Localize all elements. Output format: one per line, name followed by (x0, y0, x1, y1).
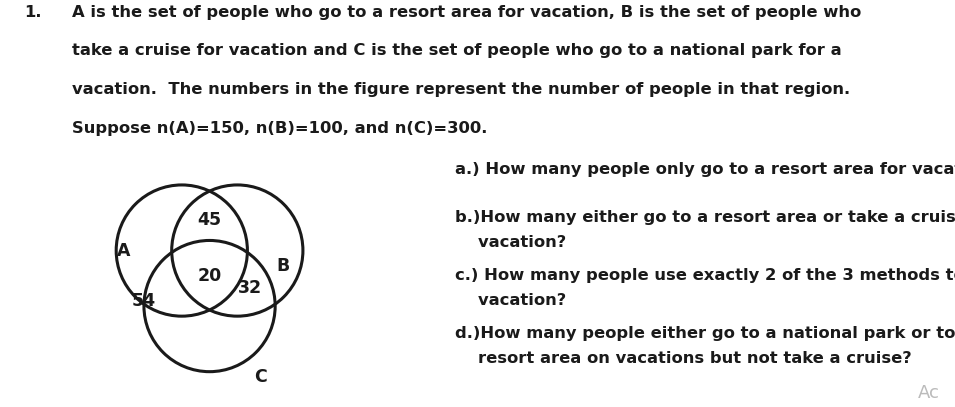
Text: B: B (276, 257, 289, 275)
Text: 54: 54 (132, 292, 156, 310)
Text: resort area on vacations but not take a cruise?: resort area on vacations but not take a … (455, 352, 911, 366)
Text: vacation?: vacation? (455, 293, 566, 309)
Text: A is the set of people who go to a resort area for vacation, B is the set of peo: A is the set of people who go to a resor… (72, 4, 860, 20)
Text: 32: 32 (238, 279, 262, 298)
Text: 45: 45 (198, 211, 222, 229)
Text: vacation?: vacation? (455, 235, 566, 250)
Text: c.) How many people use exactly 2 of the 3 methods to take a: c.) How many people use exactly 2 of the… (455, 268, 955, 283)
Text: a.) How many people only go to a resort area for vacation?: a.) How many people only go to a resort … (455, 162, 955, 177)
Text: b.)How many either go to a resort area or take a cruise for: b.)How many either go to a resort area o… (455, 210, 955, 225)
Text: take a cruise for vacation and C is the set of people who go to a national park : take a cruise for vacation and C is the … (72, 43, 841, 58)
Text: d.)How many people either go to a national park or to a: d.)How many people either go to a nation… (455, 326, 955, 341)
Text: C: C (254, 368, 266, 386)
Text: Suppose n(A)=150, n(B)=100, and n(C)=300.: Suppose n(A)=150, n(B)=100, and n(C)=300… (72, 120, 487, 136)
Text: vacation.  The numbers in the figure represent the number of people in that regi: vacation. The numbers in the figure repr… (72, 82, 850, 97)
Text: 20: 20 (198, 267, 222, 285)
Text: A: A (117, 241, 131, 260)
Text: 1.: 1. (24, 4, 41, 20)
Text: Ac: Ac (918, 384, 940, 402)
